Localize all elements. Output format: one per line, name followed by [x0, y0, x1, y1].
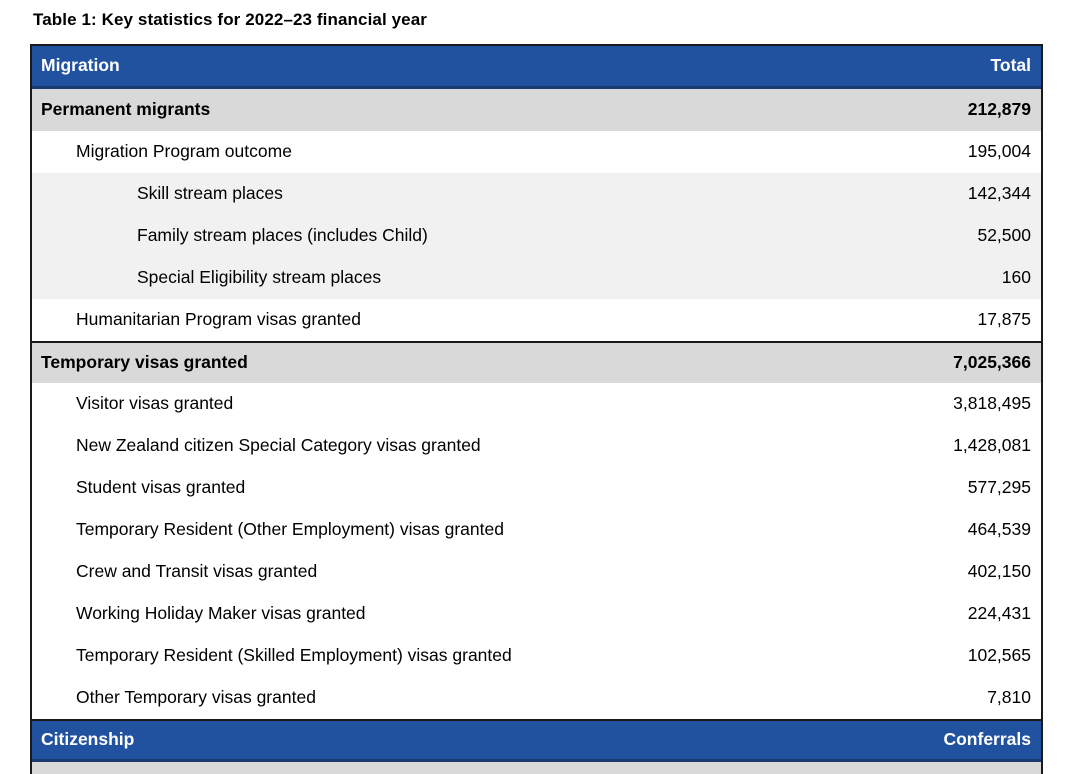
row-label: Student visas granted — [76, 477, 246, 498]
row-value: 160 — [1001, 267, 1031, 288]
table-row: Temporary Resident (Other Employment) vi… — [32, 509, 1041, 551]
row-value: 1,428,081 — [953, 435, 1031, 456]
table-row: Crew and Transit visas granted 402,150 — [32, 551, 1041, 593]
row-value: 7,810 — [987, 687, 1031, 708]
table-row: Temporary Resident (Skilled Employment) … — [32, 635, 1041, 677]
table-row: New Zealand citizen Special Category vis… — [32, 425, 1041, 467]
table-header-row: Migration Total — [32, 46, 1041, 89]
table-row: Family stream places (includes Child) 52,… — [32, 215, 1041, 257]
row-label: Visitor visas granted — [76, 393, 234, 414]
table-row: Other Temporary visas granted 7,810 — [32, 677, 1041, 719]
table-row: Temporary visas granted 7,025,366 — [32, 341, 1041, 383]
row-label: Crew and Transit visas granted — [76, 561, 318, 582]
row-value: Conferrals — [943, 729, 1031, 750]
table-row: Student visas granted 577,295 — [32, 467, 1041, 509]
table-row — [32, 762, 1041, 774]
row-label: Humanitarian Program visas granted — [76, 309, 361, 330]
table-row: Special Eligibility stream places 160 — [32, 257, 1041, 299]
key-statistics-table: Migration Total Permanent migrants 212,879 M… — [30, 44, 1043, 774]
row-label: Citizenship — [41, 729, 135, 750]
row-value: 17,875 — [977, 309, 1031, 330]
table-row: Migration Program outcome 195,004 — [32, 131, 1041, 173]
row-value: 402,150 — [967, 561, 1031, 582]
table-row: Skill stream places 142,344 — [32, 173, 1041, 215]
row-label: Skill stream places — [137, 183, 283, 204]
row-value: 7,025,366 — [953, 352, 1031, 373]
row-label: Working Holiday Maker visas granted — [76, 603, 366, 624]
row-value: Total — [990, 55, 1031, 76]
row-label: Temporary Resident (Other Employment) vi… — [76, 519, 504, 540]
table-title: Table 1: Key statistics for 2022–23 fina… — [33, 10, 427, 29]
row-value: 3,818,495 — [953, 393, 1031, 414]
row-label: Family stream places (includes Child) — [137, 225, 428, 246]
table-header-row: Citizenship Conferrals — [32, 719, 1041, 762]
table-row: Humanitarian Program visas granted 17,875 — [32, 299, 1041, 341]
row-value: 102,565 — [967, 645, 1031, 666]
row-label: Temporary visas granted — [41, 352, 248, 373]
table-row: Working Holiday Maker visas granted 224,4… — [32, 593, 1041, 635]
row-value: 195,004 — [967, 141, 1031, 162]
table-row: Visitor visas granted 3,818,495 — [32, 383, 1041, 425]
row-value: 52,500 — [977, 225, 1031, 246]
row-label: Other Temporary visas granted — [76, 687, 316, 708]
row-value: 464,539 — [967, 519, 1031, 540]
table-row: Permanent migrants 212,879 — [32, 89, 1041, 131]
row-label: Migration — [41, 55, 120, 76]
row-label: Permanent migrants — [41, 99, 211, 120]
row-value: 212,879 — [967, 99, 1031, 120]
row-value: 142,344 — [967, 183, 1031, 204]
row-label: New Zealand citizen Special Category vis… — [76, 435, 481, 456]
row-value: 224,431 — [967, 603, 1031, 624]
row-label: Migration Program outcome — [76, 141, 292, 162]
row-label: Temporary Resident (Skilled Employment) … — [76, 645, 512, 666]
row-label: Special Eligibility stream places — [137, 267, 382, 288]
row-value: 577,295 — [967, 477, 1031, 498]
